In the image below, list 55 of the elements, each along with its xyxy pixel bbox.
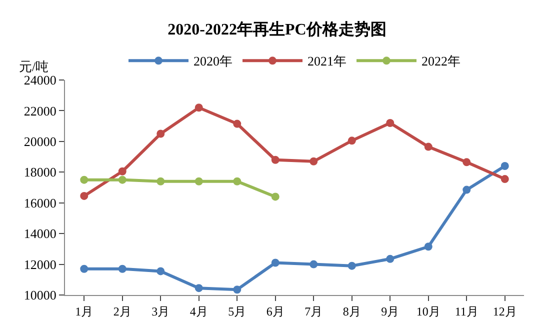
legend-label: 2020年 [194,54,232,69]
point [118,167,126,176]
point [80,192,88,200]
point [424,242,432,251]
x-tick-label: 12月 [492,304,517,318]
point [310,157,318,166]
point [118,176,126,184]
point [233,177,242,186]
point [500,175,509,184]
point [80,176,88,184]
point [194,104,203,112]
x-tick-label: 1月 [75,304,94,318]
y-tick-label: 10000 [24,288,56,303]
y-tick-label: 16000 [24,195,56,210]
point [233,120,242,128]
x-tick-label: 9月 [381,304,400,318]
point [233,286,242,294]
legend-label: 2022年 [422,54,460,69]
x-tick-label: 4月 [190,304,208,318]
y-tick-label: 22000 [24,103,56,118]
y-tick-label: 14000 [24,226,56,242]
x-tick-label: 3月 [152,304,170,318]
point [271,192,280,201]
y-tick-label: 18000 [24,164,56,180]
point [462,158,471,166]
point [462,186,471,194]
point [386,254,394,263]
point [348,262,356,270]
x-tick-label: 11月 [454,304,478,318]
chart-title: 2020-2022年再生PC价格走势图 [168,20,386,39]
x-tick-label: 7月 [304,304,323,318]
point [310,260,318,268]
x-tick-label: 2月 [113,304,132,318]
point [271,258,280,267]
point [348,136,356,145]
x-tick-label: 10月 [416,304,440,318]
point [500,162,509,170]
point [118,264,126,273]
x-tick-label: 8月 [342,304,361,318]
point [156,267,165,276]
point [424,142,432,151]
point [156,130,165,138]
y-tick-label: 20000 [24,134,56,149]
point [194,177,203,186]
point [271,156,280,164]
point [386,119,394,127]
x-tick-label: 5月 [228,304,246,318]
point [80,264,88,273]
point [156,177,165,186]
legend-label: 2021年 [308,54,346,69]
y-axis-title: 元/吨 [19,59,49,74]
point [194,284,203,292]
x-tick-label: 6月 [266,304,284,318]
y-tick-label: 12000 [24,256,56,272]
y-tick-label: 24000 [24,72,56,88]
